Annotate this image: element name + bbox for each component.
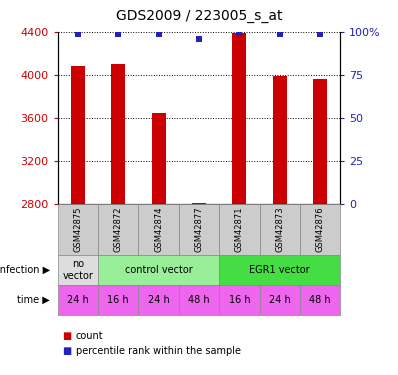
Text: time ▶: time ▶: [17, 295, 50, 305]
Text: 16 h: 16 h: [228, 295, 250, 305]
Bar: [232, 33, 246, 204]
Text: GSM42874: GSM42874: [154, 207, 163, 252]
Text: 24 h: 24 h: [67, 295, 89, 305]
Bar: [192, 203, 206, 204]
Text: 24 h: 24 h: [269, 295, 291, 305]
Text: GSM42876: GSM42876: [316, 207, 325, 252]
Text: ■: ■: [62, 331, 71, 340]
Bar: [152, 113, 166, 204]
Text: GSM42871: GSM42871: [235, 207, 244, 252]
Text: GDS2009 / 223005_s_at: GDS2009 / 223005_s_at: [116, 9, 282, 23]
Text: ■: ■: [62, 346, 71, 355]
Text: EGR1 vector: EGR1 vector: [250, 265, 310, 275]
Text: infection ▶: infection ▶: [0, 265, 50, 275]
Bar: [111, 64, 125, 204]
Bar: [313, 79, 327, 204]
Text: GSM42872: GSM42872: [114, 207, 123, 252]
Bar: [273, 75, 287, 204]
Text: 16 h: 16 h: [107, 295, 129, 305]
Text: 24 h: 24 h: [148, 295, 170, 305]
Text: GSM42873: GSM42873: [275, 207, 284, 252]
Text: count: count: [76, 331, 103, 340]
Text: 48 h: 48 h: [188, 295, 210, 305]
Text: control vector: control vector: [125, 265, 193, 275]
Text: 48 h: 48 h: [309, 295, 331, 305]
Bar: [71, 66, 85, 204]
Text: no
vector: no vector: [62, 259, 94, 281]
Text: GSM42877: GSM42877: [195, 207, 203, 252]
Text: GSM42875: GSM42875: [73, 207, 82, 252]
Text: percentile rank within the sample: percentile rank within the sample: [76, 346, 241, 355]
